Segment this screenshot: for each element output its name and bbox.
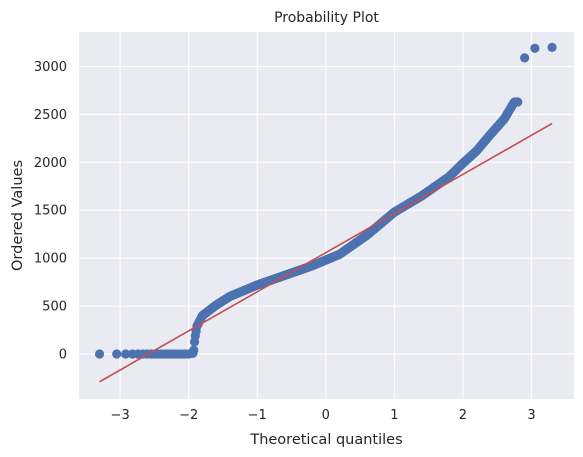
data-point <box>520 53 530 63</box>
y-tick-label: 3000 <box>34 60 67 75</box>
y-tick-label: 1000 <box>34 252 67 267</box>
y-tick-labels: 0 500 1000 1500 2000 2500 3000 <box>34 60 67 362</box>
x-tick-labels: −3 −2 −1 0 1 2 3 <box>111 408 536 423</box>
x-tick-label: 3 <box>527 408 535 423</box>
x-axis-label: Theoretical quantiles <box>249 432 402 448</box>
chart-title: Probability Plot <box>274 10 379 26</box>
y-axis-label: Ordered Values <box>10 160 26 271</box>
y-tick-label: 500 <box>42 300 67 315</box>
x-tick-label: 1 <box>390 408 398 423</box>
fit-line <box>99 122 553 383</box>
data-point <box>513 97 523 107</box>
x-tick-label: −2 <box>179 408 198 423</box>
x-tick-label: −1 <box>248 408 267 423</box>
data-point <box>94 349 105 359</box>
data-point <box>121 349 131 359</box>
x-tick-label: −3 <box>111 408 130 423</box>
data-point <box>184 349 194 359</box>
data-points <box>94 42 557 359</box>
x-tick-label: 0 <box>322 408 330 423</box>
x-tick-label: 2 <box>459 408 467 423</box>
y-tick-label: 1500 <box>34 204 67 219</box>
y-tick-label: 0 <box>59 347 67 362</box>
y-tick-label: 2000 <box>34 156 67 171</box>
plot-background <box>79 32 574 399</box>
data-point <box>112 349 122 359</box>
data-point <box>530 43 540 53</box>
data-point <box>547 42 557 52</box>
y-tick-label: 2500 <box>34 108 67 123</box>
